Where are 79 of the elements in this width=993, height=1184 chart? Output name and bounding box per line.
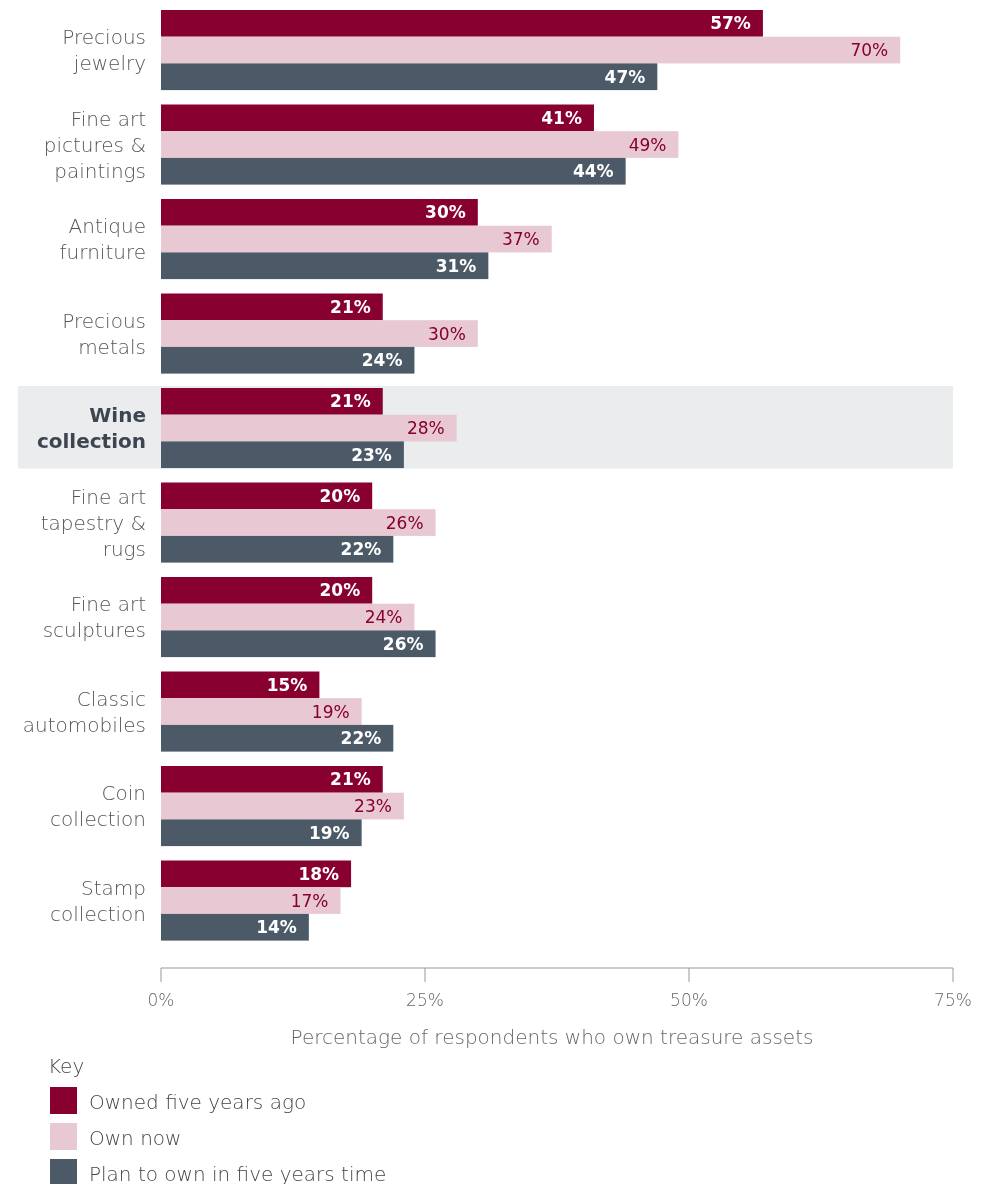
bar — [161, 10, 763, 37]
x-tick-label: 25% — [406, 990, 444, 1010]
data-label: 23% — [351, 444, 392, 465]
legend-title: Key — [48, 1054, 85, 1078]
bar — [161, 535, 394, 563]
bar — [161, 509, 436, 536]
bar — [161, 819, 362, 847]
legend-label: Own now — [89, 1126, 182, 1150]
data-label: 44% — [572, 161, 614, 182]
data-label: 23% — [354, 796, 392, 817]
y-tick-label: Classic automobiles — [22, 686, 146, 737]
bar — [161, 225, 552, 253]
y-tick-label: Precious jewelry — [62, 25, 146, 76]
bar — [161, 792, 404, 820]
x-tick-label: 50% — [670, 990, 708, 1010]
data-label: 24% — [361, 350, 403, 371]
bar — [161, 346, 415, 374]
data-label: 14% — [256, 917, 297, 938]
data-label: 21% — [330, 296, 371, 317]
bar — [161, 482, 373, 510]
bar — [161, 671, 320, 699]
y-tick-label: Precious metals — [62, 308, 146, 359]
bar — [161, 887, 341, 914]
data-label: 47% — [604, 66, 646, 87]
data-label: 15% — [266, 674, 308, 695]
legend-label: Owned five years ago — [89, 1090, 307, 1114]
data-label: 17% — [290, 890, 329, 911]
bar — [161, 441, 404, 469]
data-label: 30% — [428, 323, 466, 344]
bar — [161, 63, 658, 91]
bar — [161, 36, 901, 64]
data-label: 19% — [308, 822, 350, 843]
data-label: 31% — [435, 255, 477, 276]
data-label: 30% — [425, 202, 466, 223]
y-tick-label: Fine art tapestry & rugs — [40, 484, 146, 561]
data-label: 19% — [311, 701, 350, 722]
data-label: 22% — [340, 539, 382, 560]
data-label: 22% — [340, 728, 382, 749]
y-tick-label: Coin collection — [50, 781, 146, 832]
data-label: 18% — [298, 863, 340, 884]
data-label: 57% — [710, 13, 751, 34]
data-label: 21% — [330, 391, 371, 412]
bar — [161, 104, 594, 132]
bar — [161, 603, 415, 631]
bar — [161, 199, 478, 226]
bar — [161, 860, 352, 888]
bar — [161, 766, 383, 793]
data-label: 20% — [319, 485, 361, 506]
y-tick-label: Fine art pictures & paintings — [43, 106, 146, 183]
data-label: 24% — [364, 607, 403, 628]
bar — [161, 630, 436, 658]
bar — [161, 131, 679, 158]
bar — [161, 577, 373, 604]
bar — [161, 698, 362, 725]
y-tick-label: Wine collection — [36, 403, 146, 454]
y-tick-label: Antique furniture — [59, 214, 146, 265]
legend-label: Plan to own in five years time — [89, 1162, 387, 1184]
data-label: 70% — [850, 40, 889, 61]
x-tick-label: 75% — [934, 990, 972, 1010]
x-tick-label: 0% — [147, 990, 175, 1010]
bar — [161, 414, 457, 442]
bar — [161, 388, 383, 415]
bar — [161, 724, 394, 752]
data-label: 26% — [382, 633, 424, 654]
bar — [161, 293, 383, 321]
data-label: 49% — [628, 134, 667, 155]
data-label: 26% — [385, 512, 424, 533]
data-label: 37% — [501, 229, 540, 250]
bar — [161, 913, 309, 941]
data-label: 41% — [541, 107, 582, 128]
bar — [161, 320, 478, 347]
y-tick-label: Stamp collection — [50, 875, 146, 926]
x-axis-title: Percentage of respondents who own treasure assets — [290, 1025, 814, 1049]
data-label: 20% — [319, 580, 361, 601]
data-label: 21% — [330, 769, 371, 790]
bar — [161, 252, 489, 280]
bar — [161, 157, 626, 185]
data-label: 28% — [406, 418, 445, 439]
y-tick-label: Fine art sculptures — [42, 592, 146, 643]
